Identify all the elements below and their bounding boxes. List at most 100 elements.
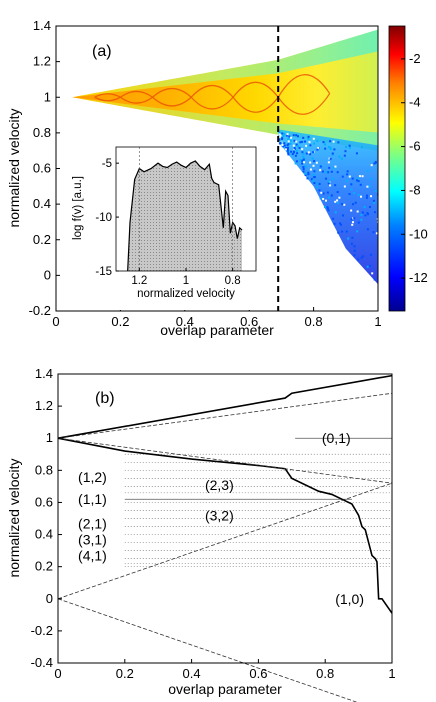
tail-speckle	[296, 152, 299, 155]
tail-speckle	[286, 148, 289, 151]
tail-speckle	[370, 253, 373, 256]
inset-x-tick-label: 0.8	[225, 275, 241, 287]
tail-speckle	[281, 137, 284, 140]
tail-speckle	[279, 142, 282, 145]
tail-speckle	[292, 134, 295, 137]
tail-speckle	[330, 170, 333, 173]
tail-speckle	[316, 186, 319, 189]
tail-speckle	[327, 182, 330, 185]
tail-speckle	[373, 211, 376, 214]
tail-speckle	[312, 173, 315, 176]
tail-speckle	[351, 223, 354, 226]
tail-speckle	[334, 184, 337, 187]
tail-speckle	[278, 135, 281, 138]
mode-annotation: (1,1)	[78, 491, 107, 507]
tail-speckle	[331, 153, 334, 156]
tail-speckle	[284, 148, 287, 151]
tail-speckle	[334, 165, 337, 168]
y-tick-label: 0.8	[33, 125, 51, 140]
tail-speckle	[357, 221, 360, 224]
tail-speckle	[364, 214, 367, 217]
tail-speckle	[301, 151, 304, 154]
tail-speckle	[334, 211, 337, 214]
tail-speckle	[302, 167, 305, 170]
heatmap-area	[72, 29, 378, 285]
tail-speckle	[296, 135, 299, 138]
mode-annotation: (1,2)	[78, 469, 107, 485]
y-tick-label: 0.6	[33, 161, 51, 176]
tail-speckle	[286, 146, 289, 149]
mode-annotation: (3,2)	[205, 507, 234, 523]
x-tick-label: 0.4	[176, 314, 194, 329]
tail-speckle	[320, 191, 323, 194]
y-tick-label: -0.2	[29, 303, 51, 318]
tail-speckle	[319, 197, 322, 200]
tail-speckle	[330, 194, 333, 197]
tail-speckle	[301, 159, 304, 162]
tail-speckle	[336, 171, 339, 174]
tail-speckle	[309, 161, 312, 164]
tail-speckle	[362, 255, 365, 258]
tail-speckle	[304, 140, 307, 143]
tail-speckle	[323, 206, 326, 209]
tail-speckle	[305, 144, 308, 147]
tail-speckle	[307, 151, 310, 154]
tail-speckle	[281, 143, 284, 146]
tail-speckle	[366, 185, 369, 188]
velocity-branch-line	[57, 374, 393, 440]
tail-speckle	[287, 137, 290, 140]
tail-speckle	[351, 236, 354, 239]
tail-speckle	[366, 265, 369, 268]
tail-speckle	[337, 141, 340, 144]
tail-speckle	[302, 166, 305, 169]
tail-speckle	[373, 162, 376, 165]
colorbar-tick-label: -10	[409, 226, 428, 241]
tail-speckle	[345, 145, 348, 148]
tail-speckle	[286, 144, 289, 147]
tail-speckle	[373, 201, 376, 204]
tail-speckle	[369, 205, 372, 208]
tail-speckle	[312, 137, 315, 140]
tail-speckle	[307, 171, 310, 174]
tail-speckle	[289, 139, 292, 142]
tail-speckle	[317, 147, 320, 150]
tail-speckle	[298, 146, 301, 149]
tail-speckle	[348, 193, 351, 196]
tail-speckle	[326, 191, 329, 194]
tail-speckle	[316, 148, 319, 151]
axes-frame-b	[57, 373, 393, 664]
inset-y-tick-label: -10	[95, 212, 112, 224]
tail-speckle	[348, 175, 351, 178]
tail-speckle	[343, 185, 346, 188]
dashed-boundary-line	[57, 437, 393, 484]
tail-speckle	[336, 199, 339, 202]
tail-speckle	[327, 209, 330, 212]
tail-speckle	[360, 218, 363, 221]
tail-speckle	[361, 175, 364, 178]
tail-speckle	[293, 146, 296, 149]
tail-speckle	[310, 178, 313, 181]
tail-speckle	[287, 140, 290, 143]
y-tick-label: 1	[46, 430, 53, 445]
tail-speckle	[290, 136, 293, 139]
tail-speckle	[307, 137, 310, 140]
tail-speckle	[370, 177, 373, 180]
tail-speckle	[374, 189, 377, 192]
tail-speckle	[338, 196, 341, 199]
tail-speckle	[346, 173, 349, 176]
tail-speckle	[351, 217, 354, 220]
mode-annotation: (3,1)	[78, 531, 107, 547]
plot-area-b	[57, 374, 393, 702]
tail-speckle	[278, 132, 281, 135]
tail-speckle	[333, 222, 336, 225]
panel-label-a: (a)	[92, 43, 112, 60]
tail-speckle	[287, 152, 290, 155]
tail-speckle	[350, 209, 353, 212]
tail-speckle	[373, 278, 376, 281]
axis-ticks-b: 0 0.2 0.4 0.6 0.8 1 -0.4 -0.2 0 0.2 0.4 0.6 0.8 1 1.2 1…	[31, 366, 396, 681]
band-upper-edge	[72, 29, 378, 98]
x-tick-label: 0.6	[249, 666, 267, 681]
tail-speckle	[324, 147, 327, 150]
tail-speckle	[301, 162, 304, 165]
x-tick-label: 0.8	[316, 666, 334, 681]
